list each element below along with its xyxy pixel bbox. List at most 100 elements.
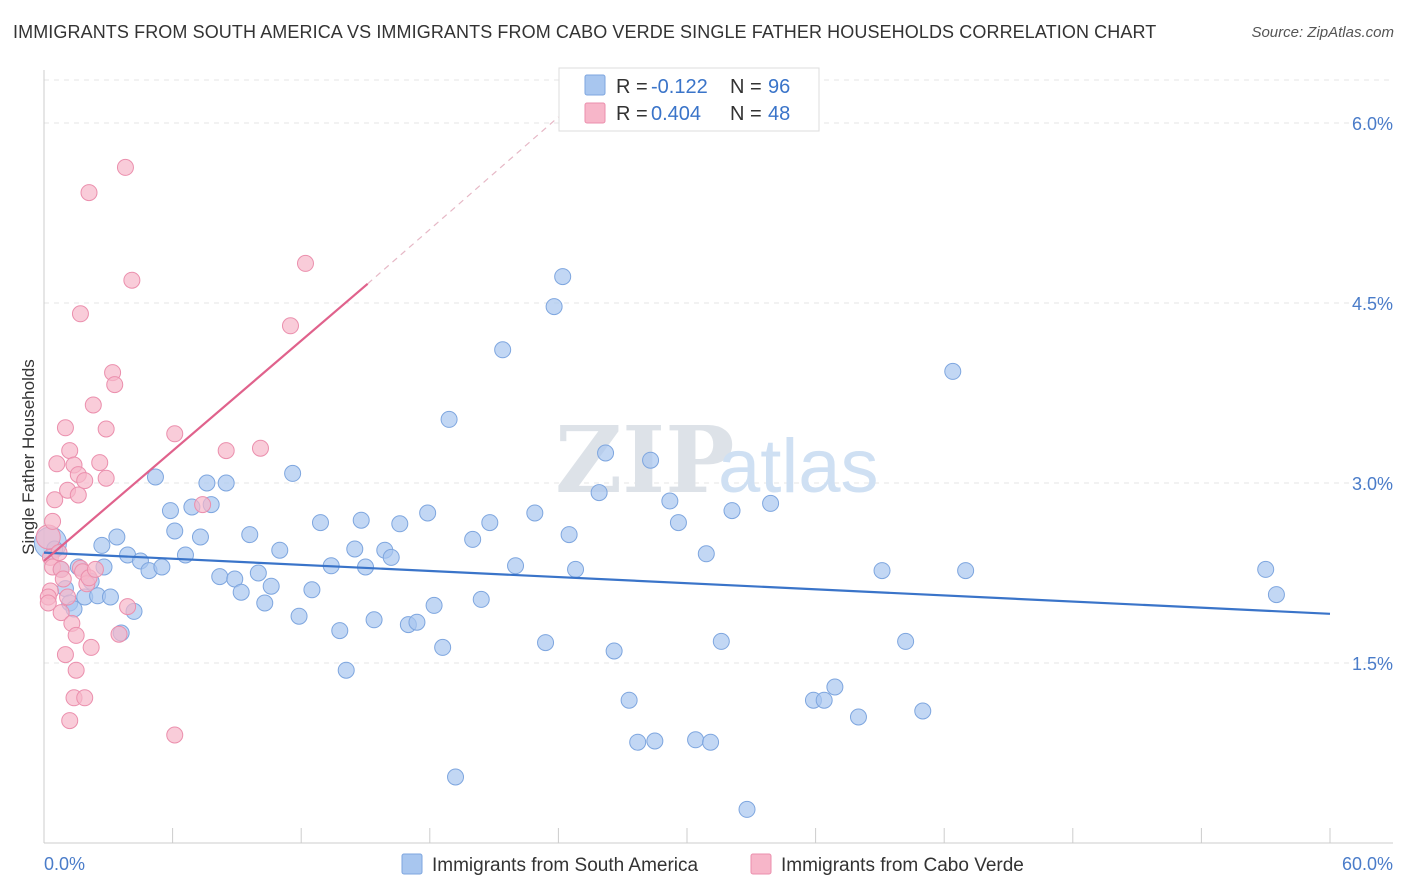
data-point bbox=[284, 464, 302, 482]
data-point bbox=[897, 632, 915, 650]
watermark-atlas: atlas bbox=[718, 424, 879, 509]
y-tick-label-3: 6.0% bbox=[1352, 114, 1393, 134]
data-point bbox=[191, 528, 209, 546]
data-point bbox=[116, 158, 134, 176]
data-point bbox=[723, 502, 741, 520]
data-point bbox=[661, 492, 679, 510]
data-point bbox=[620, 691, 638, 709]
data-point bbox=[464, 530, 482, 548]
data-point bbox=[526, 504, 544, 522]
bottom-legend-label-south-america: Immigrants from South America bbox=[432, 855, 699, 876]
bottom-legend-label-cabo-verde: Immigrants from Cabo Verde bbox=[781, 855, 1024, 876]
data-point bbox=[61, 442, 79, 460]
trend-line-0 bbox=[43, 551, 1331, 615]
data-point bbox=[194, 496, 212, 514]
bottom-legend-swatch-south-america bbox=[401, 853, 423, 875]
data-point bbox=[93, 536, 111, 554]
data-point bbox=[337, 661, 355, 679]
data-point bbox=[669, 514, 687, 532]
data-point bbox=[826, 678, 844, 696]
data-point bbox=[46, 491, 64, 509]
data-point bbox=[597, 444, 615, 462]
y-axis-label: Single Father Households bbox=[19, 359, 38, 555]
data-point bbox=[646, 732, 664, 750]
data-point bbox=[507, 557, 525, 575]
data-point bbox=[642, 451, 660, 469]
data-point bbox=[687, 731, 705, 749]
data-point bbox=[67, 626, 85, 644]
data-point bbox=[545, 298, 563, 316]
data-point bbox=[108, 528, 126, 546]
legend-n-value-south-america: 96 bbox=[768, 76, 790, 98]
data-point bbox=[161, 502, 179, 520]
data-point bbox=[76, 472, 94, 490]
data-point bbox=[44, 512, 62, 530]
x-tick-label-max: 60.0% bbox=[1342, 854, 1393, 874]
data-point bbox=[914, 702, 932, 720]
legend-r-value-cabo-verde: 0.404 bbox=[651, 103, 701, 125]
data-point bbox=[271, 541, 289, 559]
data-point bbox=[97, 469, 115, 487]
data-point bbox=[331, 622, 349, 640]
chart-title: IMMIGRANTS FROM SOUTH AMERICA VS IMMIGRA… bbox=[13, 22, 1157, 42]
data-point bbox=[702, 733, 720, 751]
legend-swatch-south-america bbox=[584, 74, 606, 96]
data-point bbox=[106, 376, 124, 394]
data-point bbox=[97, 420, 115, 438]
data-point bbox=[281, 317, 299, 335]
trend-extension-1 bbox=[367, 116, 559, 285]
data-point bbox=[567, 560, 585, 578]
data-point bbox=[425, 596, 443, 614]
data-point bbox=[48, 455, 66, 473]
data-point bbox=[440, 410, 458, 428]
series-cabo-verde-points bbox=[35, 158, 314, 744]
data-point bbox=[232, 583, 250, 601]
x-tick-label-min: 0.0% bbox=[44, 854, 85, 874]
data-point bbox=[82, 638, 100, 656]
legend: R = -0.122 N = 96 R = 0.404 N = 48 bbox=[558, 67, 820, 132]
data-point bbox=[365, 611, 383, 629]
data-point bbox=[290, 607, 308, 625]
data-point bbox=[382, 548, 400, 566]
trend-lines bbox=[43, 116, 1331, 615]
series-south-america-points bbox=[33, 268, 1285, 818]
data-point bbox=[71, 305, 89, 323]
legend-n-label-cabo-verde: N = bbox=[730, 103, 762, 125]
x-tick-marks bbox=[43, 828, 1331, 843]
data-point bbox=[59, 588, 77, 606]
data-point bbox=[166, 522, 184, 540]
data-point bbox=[537, 634, 555, 652]
data-point bbox=[590, 484, 608, 502]
axes bbox=[43, 70, 1393, 844]
grid-lines bbox=[44, 79, 1393, 664]
legend-r-label-south-america: R = bbox=[616, 76, 648, 98]
data-point bbox=[146, 468, 164, 486]
data-point bbox=[560, 526, 578, 544]
data-point bbox=[251, 439, 269, 457]
data-point bbox=[198, 474, 216, 492]
y-tick-label-0: 1.5% bbox=[1352, 654, 1393, 674]
data-point bbox=[123, 271, 141, 289]
data-point bbox=[86, 560, 104, 578]
data-point bbox=[629, 733, 647, 751]
data-point bbox=[1267, 586, 1285, 604]
data-point bbox=[262, 577, 280, 595]
data-point bbox=[957, 562, 975, 580]
data-point bbox=[873, 562, 891, 580]
data-point bbox=[101, 588, 119, 606]
data-point bbox=[391, 515, 409, 533]
data-point bbox=[166, 726, 184, 744]
data-point bbox=[472, 590, 490, 608]
legend-r-label-cabo-verde: R = bbox=[616, 103, 648, 125]
data-point bbox=[1257, 560, 1275, 578]
data-point bbox=[110, 625, 128, 643]
data-point bbox=[91, 454, 109, 472]
data-point bbox=[217, 474, 235, 492]
y-tick-label-2: 4.5% bbox=[1352, 294, 1393, 314]
data-point bbox=[346, 540, 364, 558]
data-point bbox=[481, 514, 499, 532]
data-point bbox=[434, 638, 452, 656]
bottom-legend-swatch-cabo-verde bbox=[750, 853, 772, 875]
data-point bbox=[241, 526, 259, 544]
data-point bbox=[494, 341, 512, 359]
